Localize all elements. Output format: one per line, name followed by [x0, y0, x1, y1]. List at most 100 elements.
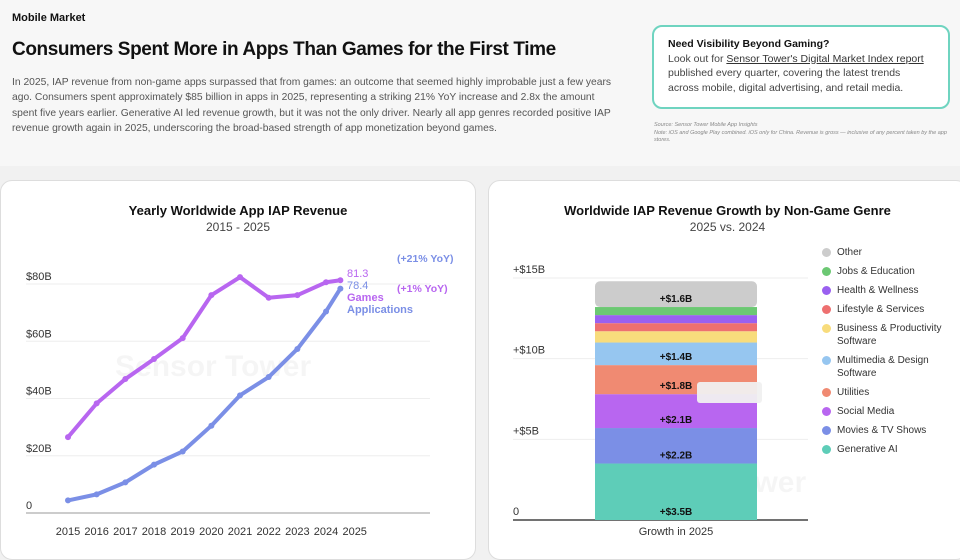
y-tick-label: $60B — [26, 328, 52, 340]
bar-chart-title: Worldwide IAP Revenue Growth by Non-Game… — [564, 203, 891, 218]
legend-label: Business & Productivity Software — [837, 323, 942, 347]
promo-text: Look out for — [668, 52, 727, 65]
legend-item[interactable]: Generative AI — [822, 443, 949, 456]
y-tick-label: +$15B — [513, 264, 545, 276]
legend-item[interactable]: Health & Wellness — [822, 284, 949, 297]
data-point — [265, 374, 272, 381]
data-point — [323, 308, 330, 315]
yoy-label: (+1% YoY) — [397, 283, 448, 295]
data-point — [237, 392, 244, 399]
legend-item[interactable]: Social Media — [822, 405, 949, 418]
series-label: Games — [347, 292, 384, 304]
legend-label: Jobs & Education — [837, 266, 915, 277]
bar-segment — [595, 428, 757, 464]
legend-item[interactable]: Lifestyle & Services — [822, 303, 949, 316]
y-tick-label: +$5B — [513, 425, 539, 437]
end-value-label: 78.4 — [347, 280, 368, 292]
series-line-games — [66, 275, 341, 439]
legend-dot-icon — [822, 267, 831, 276]
y-tick-label: 0 — [513, 506, 519, 518]
interact-tooltip — [697, 382, 762, 403]
data-point — [179, 335, 186, 342]
bar-segment — [595, 463, 757, 520]
charts-svg: 0 $20B $40B $60B $80B 2015 2016 2017 2018 2019 202… — [26, 253, 808, 538]
promo-title: Need Visibility Beyond Gaming? — [668, 38, 830, 50]
data-point — [65, 497, 71, 504]
legend-item[interactable]: Movies & TV Shows — [822, 424, 949, 437]
description: In 2025, IAP revenue from non-game apps … — [12, 77, 612, 135]
data-point — [93, 400, 100, 407]
note-line: Note: iOS and Google Play combined. iOS … — [654, 129, 947, 144]
y-tick-label: $20B — [26, 443, 52, 455]
data-point — [337, 285, 344, 292]
bar-chart-subtitle: 2025 vs. 2024 — [689, 220, 766, 234]
data-point — [179, 448, 186, 455]
legend-item[interactable]: Jobs & Education — [822, 265, 949, 278]
source-line: Source: Sensor Tower Mobile App Insights — [654, 122, 758, 128]
bar-segment — [595, 342, 757, 366]
x-tick-label: 2017 — [113, 526, 137, 538]
data-point — [208, 292, 215, 299]
legend: Other Jobs & Education Health & Wellness Li… — [822, 246, 949, 462]
data-point — [265, 294, 272, 301]
y-tick-label: $40B — [26, 386, 52, 398]
data-point — [65, 434, 71, 441]
segment-label: +$2.2B — [660, 451, 693, 462]
data-point — [122, 376, 129, 383]
promo-text-end: published every quarter, covering the la… — [668, 67, 904, 94]
legend-label: Health & Wellness — [837, 285, 919, 296]
bar-segment — [595, 323, 757, 332]
data-point — [122, 479, 129, 486]
x-tick-label: 2022 — [256, 526, 280, 538]
data-point — [151, 461, 158, 468]
bar-segment — [595, 315, 757, 324]
page-title: Consumers Spent More in Apps Than Games … — [12, 39, 556, 60]
x-tick-label: 2018 — [142, 526, 166, 538]
legend-label: Generative AI — [837, 444, 898, 455]
segment-label: +$1.4B — [660, 352, 693, 363]
data-point — [151, 355, 158, 362]
legend-label: Utilities — [837, 387, 870, 398]
legend-item[interactable]: Business & Productivity Software — [822, 322, 949, 348]
data-point — [237, 274, 244, 281]
legend-label: Lifestyle & Services — [837, 304, 925, 315]
legend-label: Other — [837, 247, 863, 258]
data-point — [208, 422, 215, 429]
legend-dot-icon — [822, 445, 831, 454]
y-tick-label: 0 — [26, 500, 32, 512]
x-tick-label: 2023 — [285, 526, 309, 538]
line-chart-card: Yearly Worldwide App IAP Revenue 2015 - … — [0, 180, 476, 560]
line-chart-subtitle: 2015 - 2025 — [205, 220, 271, 234]
legend-dot-icon — [822, 426, 831, 435]
legend-dot-icon — [822, 248, 831, 257]
x-tick-label: 2025 — [342, 526, 366, 538]
bar-segment — [595, 331, 757, 343]
report-link[interactable]: Sensor Tower's Digital Market Index repo… — [726, 52, 924, 65]
segment-label: +$3.5B — [660, 507, 693, 518]
legend-dot-icon — [822, 286, 831, 295]
x-tick-label: 2020 — [199, 526, 223, 538]
data-point — [93, 491, 100, 498]
legend-item[interactable]: Utilities — [822, 386, 949, 399]
legend-label: Movies & TV Shows — [837, 425, 927, 436]
x-tick-label: 2021 — [228, 526, 252, 538]
legend-label: Social Media — [837, 406, 895, 417]
line-chart-title: Yearly Worldwide App IAP Revenue — [128, 203, 348, 218]
x-tick-label: 2024 — [314, 526, 338, 538]
end-value-label: 81.3 — [347, 268, 368, 280]
kicker: Mobile Market — [12, 12, 86, 24]
legend-label: Multimedia & Design Software — [837, 355, 929, 379]
data-point — [323, 279, 330, 286]
y-tick-label: $80B — [26, 271, 52, 283]
legend-item[interactable]: Other — [822, 246, 949, 259]
x-tick-label: 2016 — [84, 526, 108, 538]
promo-box: Need Visibility Beyond Gaming? Look out … — [652, 25, 950, 109]
data-point — [294, 292, 301, 299]
segment-label: +$2.1B — [660, 415, 693, 426]
legend-dot-icon — [822, 356, 831, 365]
x-category-label: Growth in 2025 — [639, 526, 714, 538]
legend-item[interactable]: Multimedia & Design Software — [822, 354, 949, 380]
x-tick-label: 2015 — [56, 526, 80, 538]
bar-segment — [595, 281, 757, 308]
y-tick-label: +$10B — [513, 345, 545, 357]
